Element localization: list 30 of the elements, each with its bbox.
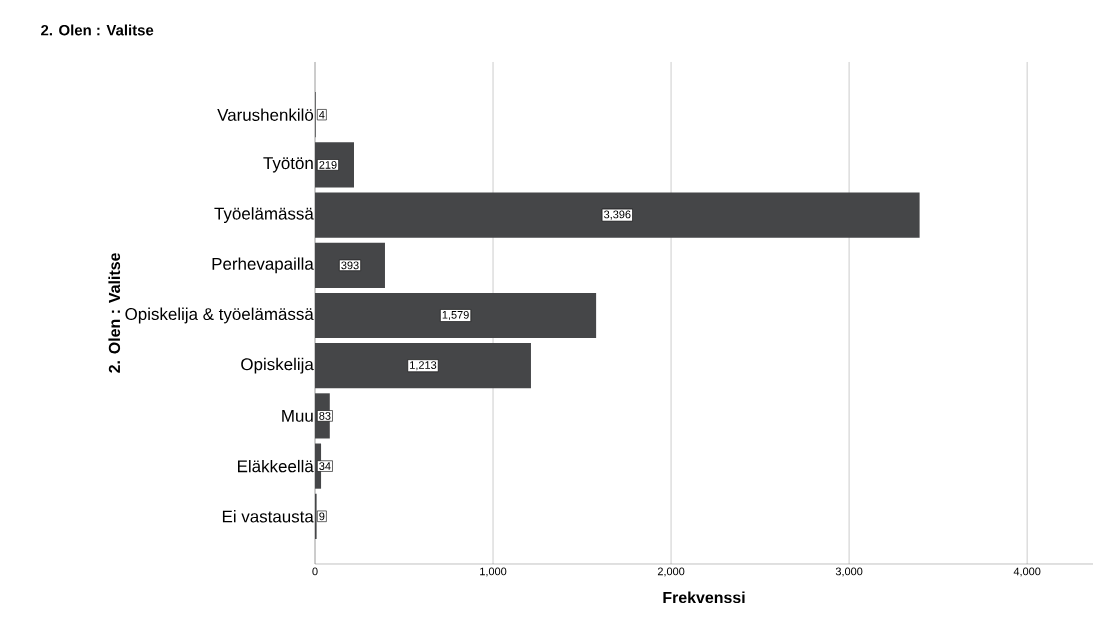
data-label: 1,579: [442, 310, 469, 321]
data-label: 9: [319, 512, 325, 521]
x-axis-title: Frekvenssi: [663, 591, 745, 604]
data-label: 1,213: [410, 361, 437, 371]
y-tick-label: Ei vastausta: [222, 510, 314, 523]
y-axis-title: 2. Olen : Valitse: [108, 253, 121, 373]
y-tick-label: Muu: [282, 409, 313, 422]
data-label: 34: [319, 462, 331, 470]
y-tick-label: Perhevapailla: [212, 257, 314, 274]
data-label: 83: [319, 412, 331, 420]
x-tick-label: 1,000: [480, 567, 507, 577]
bar: [315, 192, 920, 238]
bar: [315, 292, 597, 339]
data-label: 3,396: [604, 210, 631, 220]
y-tick-label: Eläkkeellä: [238, 459, 314, 473]
text: 2. Olen : Valitse: [41, 24, 154, 36]
y-tick-label: Opiskelija & työelämässä: [125, 307, 314, 324]
bar: [315, 343, 531, 389]
data-label: 219: [319, 161, 337, 169]
y-tick-label: Työelämässä: [214, 207, 314, 223]
x-tick-label: 3,000: [835, 567, 863, 577]
data-label: 393: [341, 261, 359, 270]
y-tick-label: Varushenkilö: [217, 108, 314, 121]
data-label: 4: [319, 110, 325, 119]
x-tick-label: 0: [312, 567, 318, 576]
x-tick-label: 4,000: [1013, 567, 1041, 577]
y-tick-label: Työtön: [263, 157, 313, 173]
bar: [315, 242, 385, 288]
y-tick-label: Opiskelija: [241, 357, 314, 374]
x-tick-label: 2,000: [657, 567, 685, 577]
